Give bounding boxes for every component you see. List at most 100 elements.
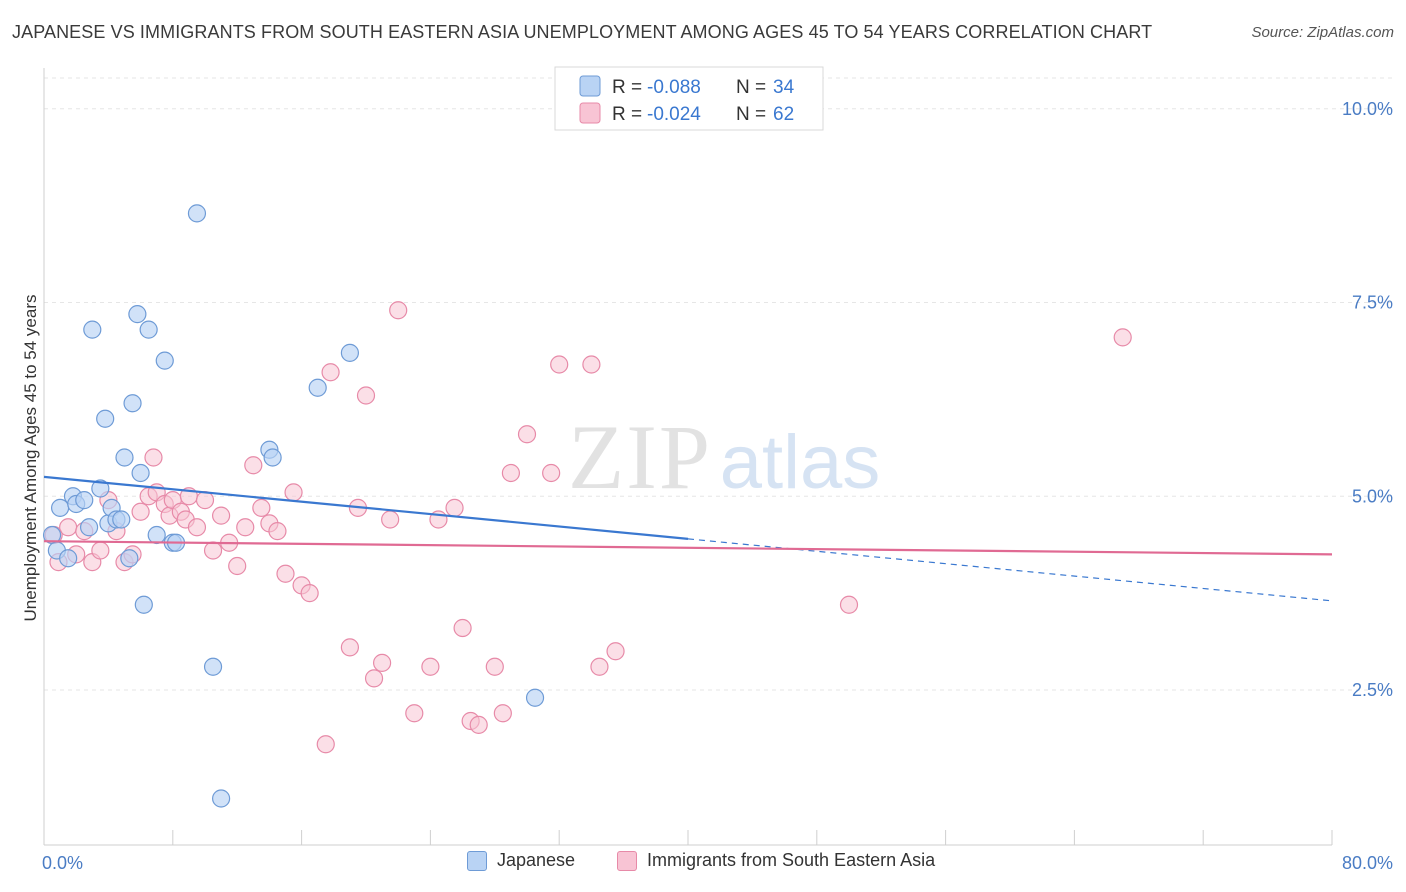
data-point-immigrants	[300, 584, 319, 603]
data-point-japanese	[120, 549, 139, 568]
y-tick-label: 7.5%	[1352, 293, 1393, 313]
data-point-immigrants	[381, 510, 400, 529]
data-point-japanese	[115, 448, 134, 467]
bottom-legend: Japanese Immigrants from South Eastern A…	[0, 850, 1406, 878]
data-point-immigrants	[469, 715, 488, 734]
legend-swatch-japanese	[579, 75, 601, 97]
data-point-immigrants	[276, 564, 295, 583]
y-axis-label: Unemployment Among Ages 45 to 54 years	[21, 295, 40, 622]
axes	[43, 68, 1333, 846]
data-point-japanese	[212, 789, 231, 808]
legend-n-label-immigrants: N =	[736, 104, 766, 125]
data-point-japanese	[83, 320, 102, 339]
data-point-immigrants	[373, 653, 392, 672]
data-point-japanese	[79, 518, 99, 537]
data-point-japanese	[91, 479, 110, 498]
data-point-immigrants	[212, 506, 231, 525]
legend-n-value-immigrants: 62	[773, 104, 794, 125]
trend-line-japanese	[43, 475, 689, 540]
data-point-japanese	[131, 463, 150, 483]
legend-swatch-immigrants	[579, 102, 601, 124]
legend-r-label-japanese: R =	[612, 77, 642, 98]
data-point-immigrants	[542, 463, 561, 483]
data-point-immigrants	[187, 518, 207, 537]
y-tick-label: 10.0%	[1342, 99, 1393, 119]
data-point-immigrants	[1113, 328, 1132, 347]
data-point-immigrants	[316, 735, 335, 754]
data-point-immigrants	[340, 638, 359, 657]
trend-lines	[43, 475, 1333, 602]
data-point-immigrants	[364, 669, 384, 688]
series-immigrants-points	[44, 301, 1132, 754]
data-point-japanese	[263, 448, 282, 467]
legend-square-icon	[467, 850, 487, 871]
data-point-japanese	[112, 510, 131, 529]
data-point-immigrants	[389, 301, 408, 320]
y-tick-label: 2.5%	[1352, 680, 1393, 700]
data-point-immigrants	[421, 657, 440, 676]
x-tick-label-max: 80.0%	[1342, 853, 1393, 873]
data-point-japanese	[525, 688, 545, 707]
watermark-atlas: atlas	[720, 420, 881, 505]
data-point-immigrants	[268, 522, 287, 541]
data-point-immigrants	[236, 518, 255, 537]
bottom-legend-item-immigrants: Immigrants from South Eastern Asia	[617, 850, 935, 871]
trend-line-immigrants	[43, 540, 1333, 556]
gridlines	[44, 77, 1392, 691]
data-point-immigrants	[195, 491, 215, 510]
data-point-immigrants	[493, 704, 512, 723]
bottom-legend-label-immigrants: Immigrants from South Eastern Asia	[647, 850, 936, 870]
data-point-japanese	[75, 491, 94, 510]
bottom-legend-label-japanese: Japanese	[497, 850, 576, 870]
legend-n-label-japanese: N =	[736, 77, 766, 98]
series-japanese-points	[42, 204, 545, 808]
data-point-japanese	[123, 394, 142, 413]
data-point-immigrants	[321, 363, 340, 382]
data-point-japanese	[308, 378, 327, 397]
legend-r-label-immigrants: R =	[612, 104, 642, 125]
watermark-zip: ZIP	[568, 406, 712, 508]
data-point-immigrants	[582, 355, 601, 374]
x-tick-label-min: 0.0%	[42, 853, 83, 873]
y-tick-label: 5.0%	[1352, 486, 1393, 506]
data-point-japanese	[128, 305, 147, 324]
legend-n-value-japanese: 34	[773, 77, 795, 98]
data-point-immigrants	[445, 498, 464, 517]
data-point-japanese	[155, 351, 174, 370]
data-point-immigrants	[244, 456, 263, 475]
data-point-japanese	[187, 204, 207, 223]
data-point-immigrants	[252, 498, 271, 517]
data-point-japanese	[203, 657, 223, 676]
data-point-japanese	[139, 320, 158, 339]
data-point-immigrants	[590, 657, 609, 676]
legend-r-value-japanese: -0.088	[647, 77, 701, 98]
data-point-japanese	[96, 409, 115, 428]
data-point-immigrants	[228, 556, 247, 576]
data-point-immigrants	[405, 704, 424, 723]
data-point-immigrants	[839, 595, 859, 614]
chart-title: JAPANESE VS IMMIGRANTS FROM SOUTH EASTER…	[12, 22, 1153, 42]
source-credit: Source: ZipAtlas.com	[1251, 24, 1394, 41]
data-point-immigrants	[131, 502, 150, 521]
data-point-japanese	[59, 549, 78, 568]
data-point-japanese	[340, 343, 359, 362]
y-tick-labels: 2.5% 5.0% 7.5% 10.0%	[1342, 99, 1393, 700]
data-point-japanese	[134, 595, 153, 614]
trend-line-japanese-extrapolated	[687, 538, 1333, 602]
data-point-immigrants	[203, 541, 223, 560]
legend-square-icon	[617, 850, 637, 871]
data-point-immigrants	[550, 355, 569, 374]
data-point-immigrants	[356, 386, 376, 405]
data-point-immigrants	[91, 541, 110, 560]
data-point-immigrants	[284, 483, 303, 502]
bottom-legend-item-japanese: Japanese	[467, 850, 575, 871]
data-point-immigrants	[501, 463, 520, 483]
data-point-immigrants	[144, 448, 163, 467]
data-point-japanese	[147, 525, 166, 545]
data-point-immigrants	[453, 618, 472, 638]
data-point-immigrants	[485, 657, 504, 676]
data-point-immigrants	[517, 425, 537, 444]
data-point-immigrants	[606, 642, 625, 661]
data-point-immigrants	[59, 518, 78, 537]
